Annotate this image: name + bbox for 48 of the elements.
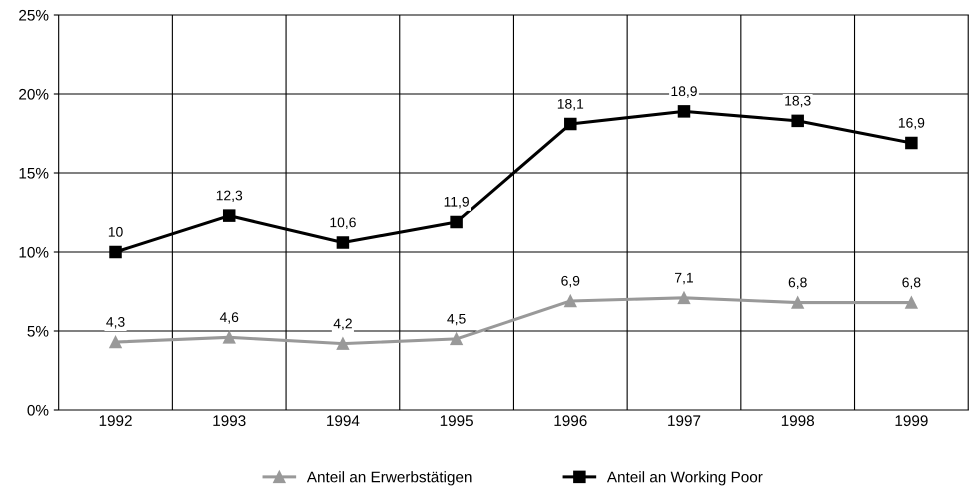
data-label: 18,3 [785,96,811,108]
x-tick-label: 1996 [554,415,587,426]
y-tick-label: 10% [20,246,48,258]
data-label: 18,1 [558,98,584,110]
point [564,118,577,130]
point [678,292,690,304]
data-label: 4,3 [106,316,125,328]
point [791,114,804,128]
point [450,216,463,228]
data-label: 6,9 [561,276,580,288]
data-label: 12,3 [216,190,242,202]
data-label: 4,6 [220,312,238,324]
point [336,337,350,350]
point [791,296,804,309]
point [450,332,463,346]
x-tick-label: 1995 [440,415,473,426]
y-tick-label: 15% [20,168,48,179]
point [678,105,690,118]
data-label: 11,9 [444,196,469,208]
x-tick-label: 1992 [100,415,132,426]
x-tick-label: 1999 [896,415,928,426]
point [222,209,236,222]
x-tick-label: 1994 [327,415,360,426]
data-label: 6,8 [902,277,920,289]
legend-label: Anteil an Erwerbstätigen [306,471,472,486]
data-label: 6,8 [788,277,807,289]
x-tick-label: 1993 [213,415,246,426]
y-tick-label: 0% [27,404,48,416]
point [336,236,350,249]
data-label: 10,6 [330,217,356,229]
data-label: 7,1 [675,272,693,284]
y-tick-label: 20% [19,88,48,100]
data-label: 4,5 [447,314,466,326]
point [222,331,236,344]
point [109,246,122,258]
data-label: 10 [108,226,123,237]
data-label: 18,9 [672,86,697,98]
data-label: 4,2 [334,318,352,330]
point [109,336,122,348]
point [905,296,918,309]
point [905,136,918,150]
x-tick-label: 1998 [782,415,814,426]
y-tick-label: 5% [27,326,48,337]
x-tick-label: 1997 [668,415,700,426]
data-label: 16,9 [898,118,924,130]
y-tick-label: 25% [19,10,48,21]
point [564,294,577,308]
legend-label: Anteil an Working Poor [606,471,763,486]
